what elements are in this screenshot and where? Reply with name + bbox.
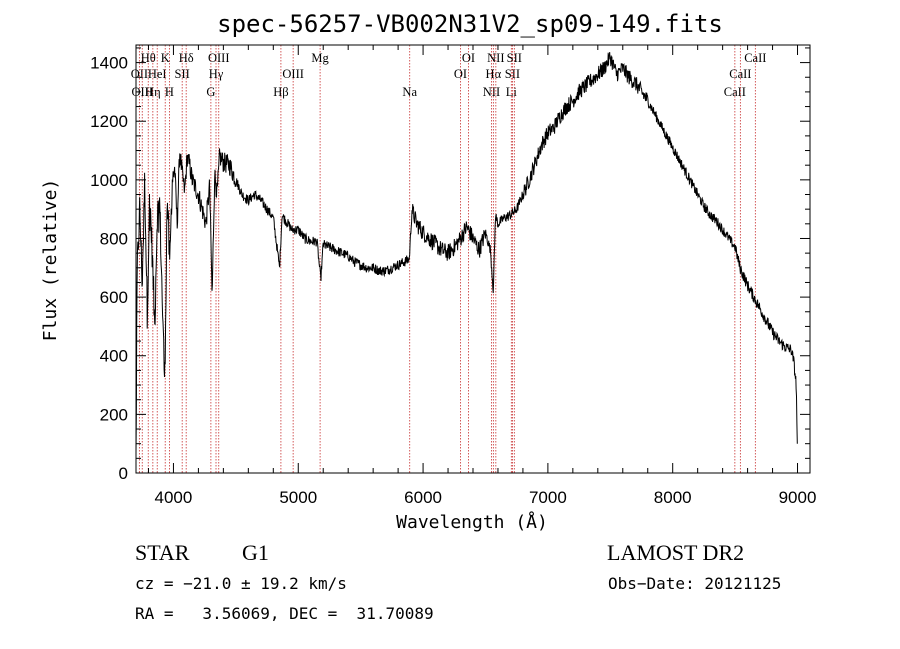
coordinates: RA = 3.56069, DEC = 31.70089: [135, 604, 434, 623]
line-marker-label: SII: [505, 67, 520, 81]
x-tick-label: 5000: [279, 488, 317, 507]
line-marker-label: Na: [402, 85, 417, 99]
redshift-info: cz = −21.0 ± 19.2 km/s: [135, 574, 347, 593]
line-marker-label: CaII: [744, 51, 766, 65]
line-marker-label: OII: [131, 67, 148, 81]
line-marker-label: H: [165, 85, 174, 99]
y-axis-label: Flux (relative): [40, 179, 61, 342]
line-marker-label: HeI: [148, 67, 167, 81]
y-tick-label: 1400: [90, 54, 128, 73]
x-tick-label: 7000: [529, 488, 567, 507]
line-marker-label: G: [206, 85, 215, 99]
chart-title: spec-56257-VB002N31V2_sp09-149.fits: [217, 10, 723, 38]
line-marker-label: OI: [462, 51, 475, 65]
line-marker-label: Li: [506, 85, 518, 99]
object-subclass: G1: [242, 540, 269, 565]
x-tick-label: 6000: [404, 488, 442, 507]
survey-name: LAMOST DR2: [607, 540, 745, 565]
x-axis-label: Wavelength (Å): [396, 511, 548, 533]
axis-ticks: 4000 5000 6000 7000 8000 9000 0 200 400 600 800 100…: [90, 45, 816, 507]
y-tick-label: 0: [119, 464, 128, 483]
line-marker-label: OIII: [282, 67, 304, 81]
y-tick-label: 600: [100, 288, 128, 307]
x-tick-label: 4000: [155, 488, 193, 507]
line-marker-label: OI: [454, 67, 467, 81]
line-markers: OIIOIIIHθHηHeIKHSIIHδGHγOIIIHβOIIIMgNaOI…: [131, 45, 766, 473]
line-marker-label: Hη: [145, 85, 161, 99]
line-marker-label: SII: [507, 51, 522, 65]
spectrum-line: [135, 52, 798, 453]
line-marker-label: Hγ: [209, 67, 224, 81]
x-tick-label: 9000: [779, 488, 817, 507]
y-tick-label: 1000: [90, 171, 128, 190]
plot-frame: [135, 44, 811, 474]
y-tick-label: 400: [100, 347, 128, 366]
line-marker-label: Hθ: [141, 51, 156, 65]
line-marker-label: NII: [487, 51, 504, 65]
y-tick-label: 200: [100, 405, 128, 424]
line-marker-label: SII: [175, 67, 190, 81]
y-tick-label: 800: [100, 229, 128, 248]
line-marker-label: CaII: [724, 85, 746, 99]
y-tick-label: 1200: [90, 112, 128, 131]
line-marker-label: Mg: [311, 51, 329, 65]
line-marker-label: Hα: [486, 67, 502, 81]
line-marker-label: NII: [483, 85, 500, 99]
line-marker-label: K: [161, 51, 170, 65]
line-marker-label: OIII: [208, 51, 230, 65]
line-marker-label: OIII: [131, 85, 153, 99]
x-tick-label: 8000: [654, 488, 692, 507]
line-marker-label: Hδ: [179, 51, 194, 65]
line-marker-label: CaII: [729, 67, 751, 81]
line-marker-label: Hβ: [273, 85, 288, 99]
object-type: STAR: [135, 540, 190, 565]
observation-date: Obs−Date: 20121125: [608, 574, 782, 593]
